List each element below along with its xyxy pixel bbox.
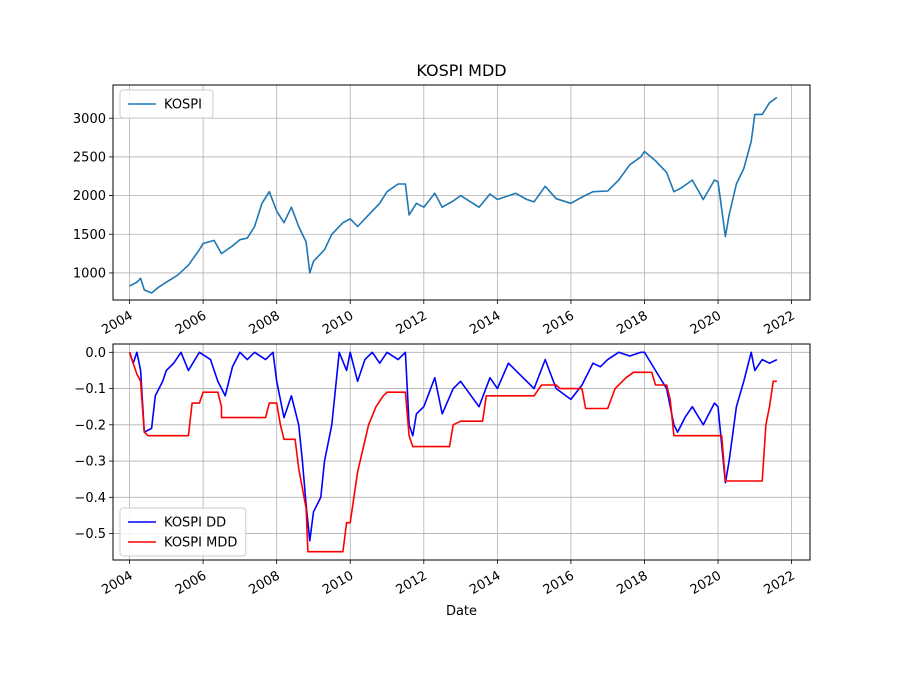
y-tick-label: 2000: [73, 189, 106, 204]
series-line-kospi-dd: [128, 351, 778, 542]
y-tick-label: −0.2: [74, 418, 106, 433]
legend-box: [119, 507, 247, 557]
kospi-drawdown-axes-frame: [112, 343, 811, 561]
chart-title: KOSPI MDD: [416, 61, 506, 80]
y-tick-label: −0.5: [74, 527, 106, 542]
y-tick-label: 3000: [73, 112, 106, 127]
kospi-price-axes-frame: [112, 84, 811, 301]
legend-label: KOSPI: [164, 98, 202, 113]
series-line-kospi-mdd: [128, 352, 777, 553]
x-axis-label: Date: [446, 604, 477, 619]
kospi-drawdown-y-ticks: 0.0 −0.1 −0.2 −0.3 −0.4 −0.5: [74, 346, 113, 542]
y-tick-label: 1500: [73, 228, 106, 243]
legend-box: [119, 89, 214, 119]
kospi-drawdown-legend: KOSPI DD KOSPI MDD: [119, 507, 247, 557]
y-tick-label: 1000: [73, 266, 106, 281]
kospi-price-legend: KOSPI: [119, 89, 214, 119]
kospi-price-grid: [113, 85, 810, 300]
series-line-kospi: [129, 96, 778, 294]
y-tick-label: 2500: [73, 150, 106, 165]
y-tick-label: −0.3: [74, 455, 106, 470]
y-tick-label: −0.4: [74, 491, 106, 506]
y-tick-label: 0.0: [85, 346, 106, 361]
legend-label: KOSPI DD: [164, 516, 226, 531]
legend-label: KOSPI MDD: [164, 536, 237, 551]
kospi-drawdown-series: [128, 351, 778, 553]
kospi-price-series: [129, 96, 778, 294]
y-tick-label: −0.1: [74, 382, 106, 397]
kospi-price-y-ticks: 1000 1500 2000 2500 3000: [73, 112, 113, 281]
